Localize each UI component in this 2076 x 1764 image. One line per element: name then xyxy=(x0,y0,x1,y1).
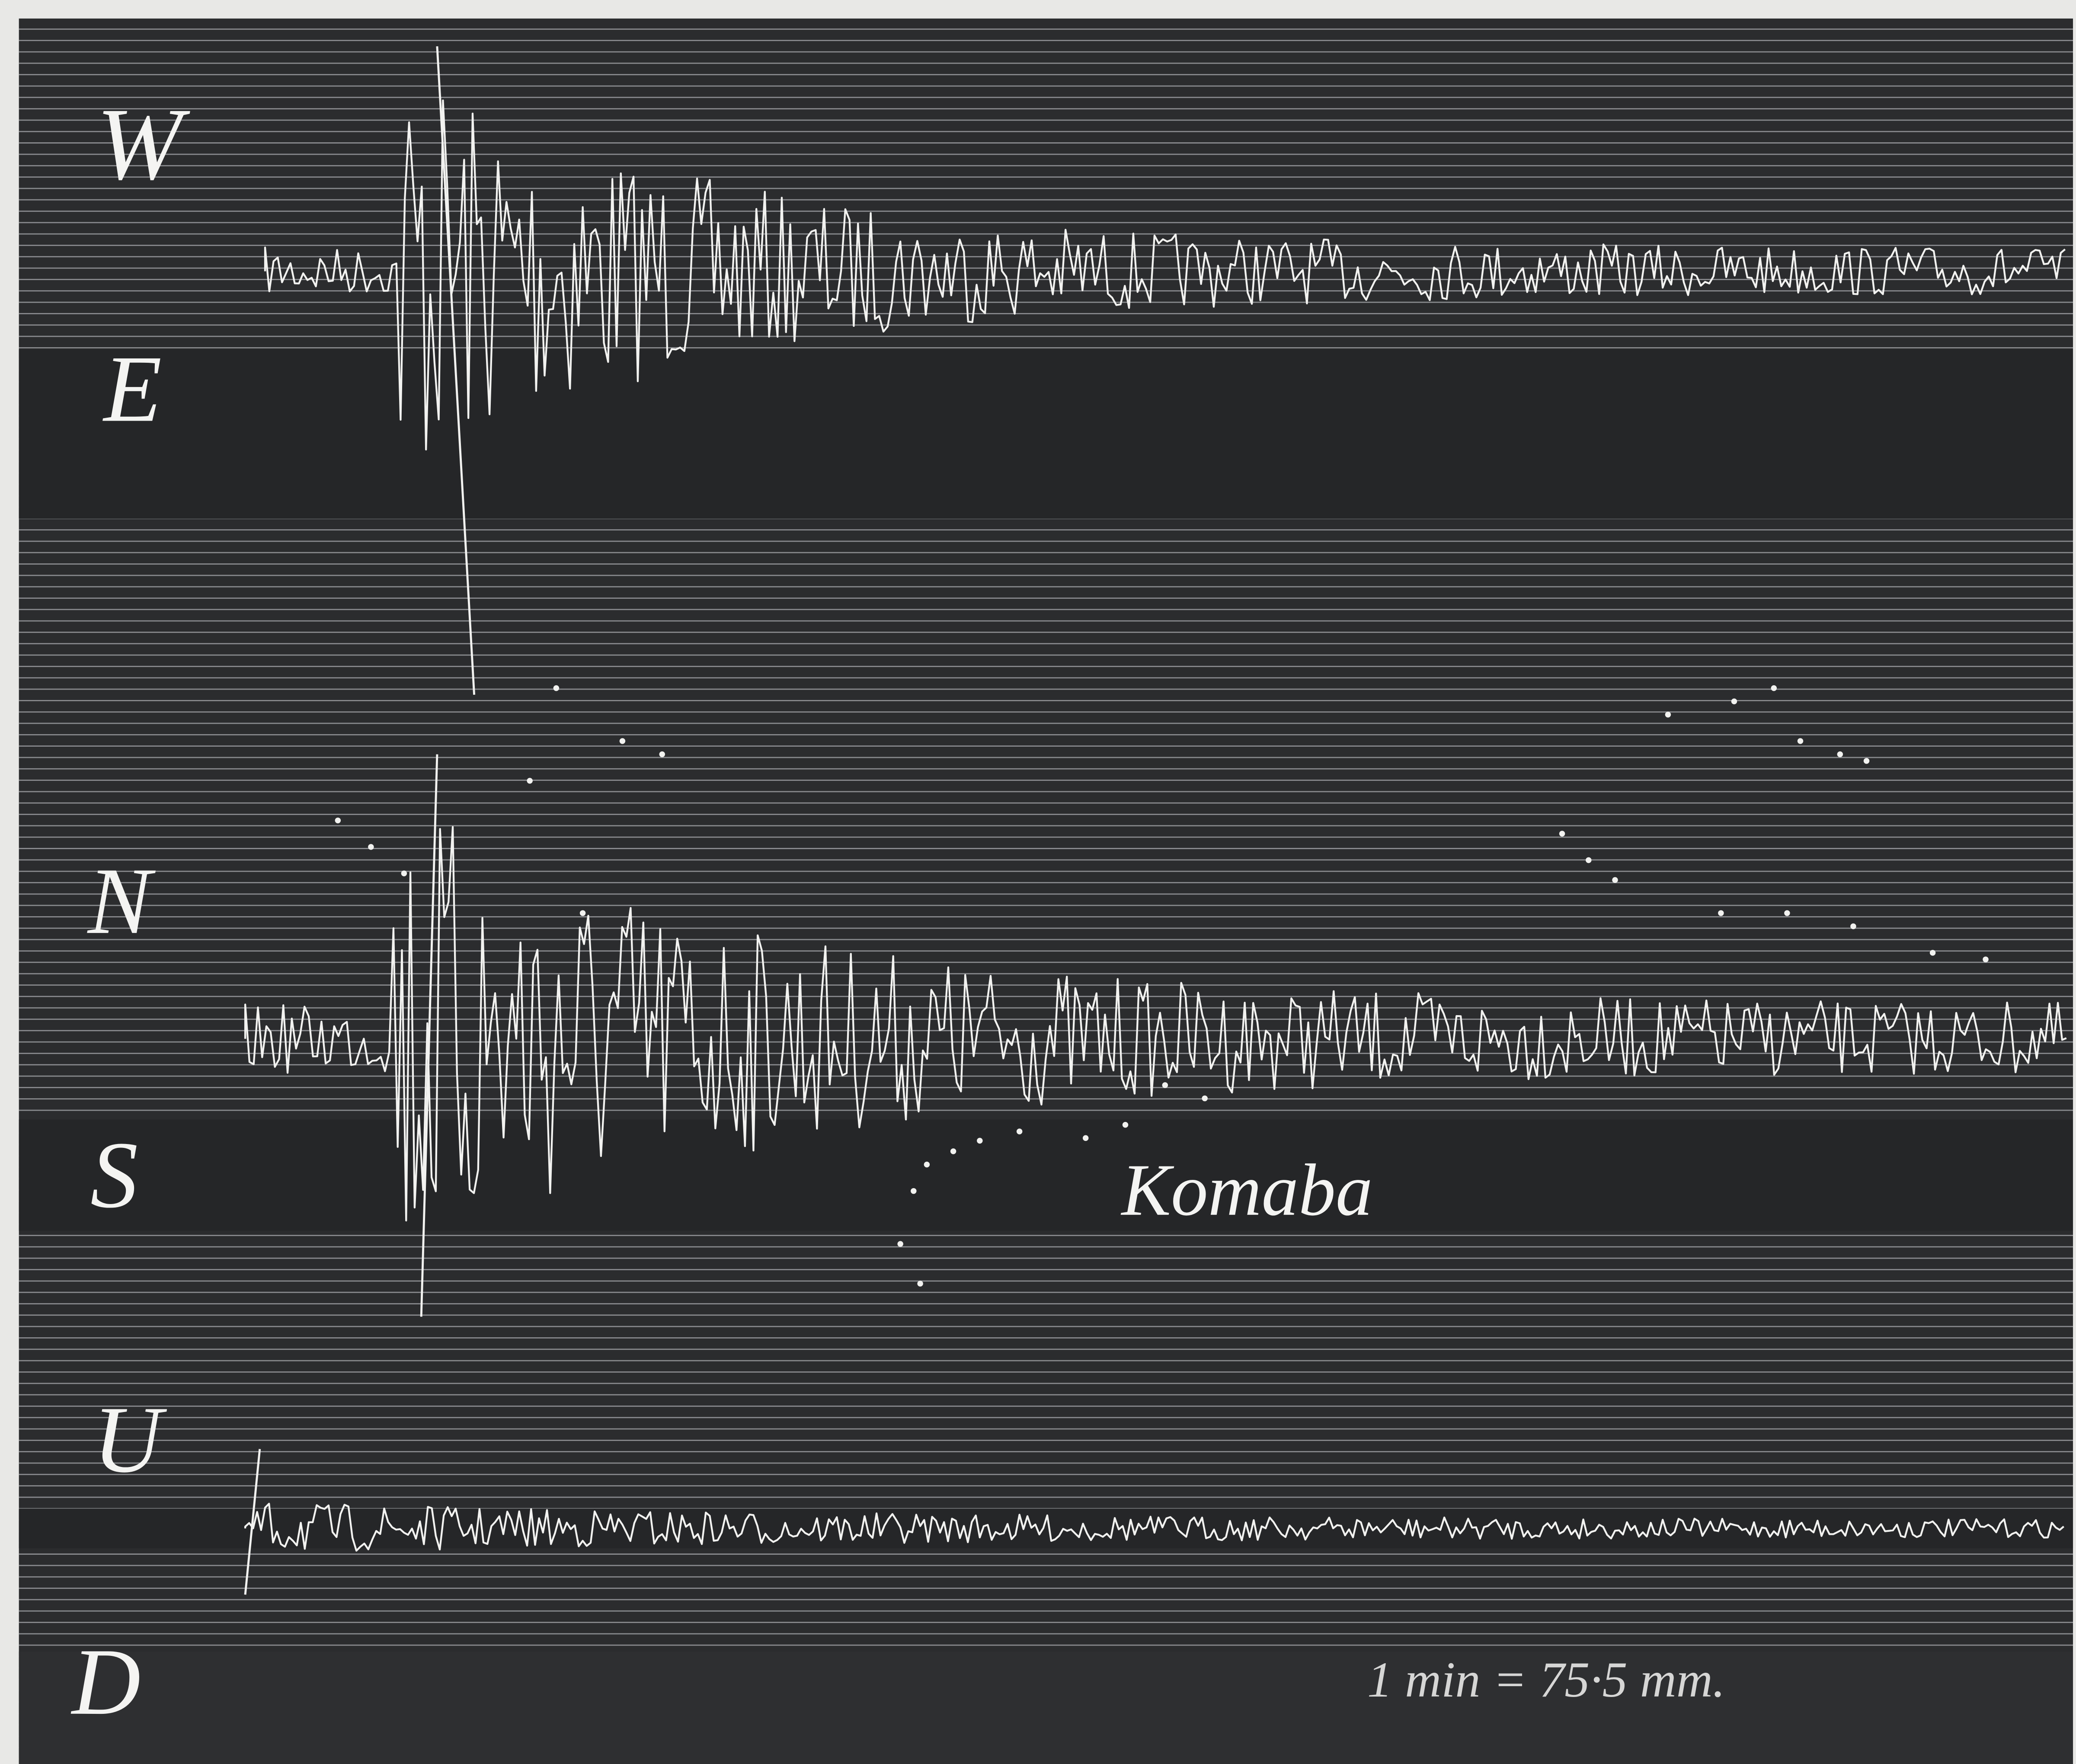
time-mark-dot xyxy=(897,1241,903,1247)
time-mark-dot xyxy=(1718,910,1724,916)
time-mark-dot xyxy=(401,870,407,876)
time-mark-dot xyxy=(1929,950,1936,956)
time-mark-dot xyxy=(619,738,626,744)
time-mark-dot xyxy=(659,751,665,757)
component-label: E xyxy=(102,336,162,441)
dark-band xyxy=(19,1508,2073,1549)
time-mark-dot xyxy=(1850,923,1856,930)
smoked-plate xyxy=(19,18,2073,1764)
time-mark-dot xyxy=(1559,831,1565,837)
time-mark-dot xyxy=(1837,751,1843,757)
time-mark-dot xyxy=(1665,712,1671,718)
time-mark-dot xyxy=(1586,857,1592,863)
time-mark-dot xyxy=(911,1188,917,1194)
time-mark-dot xyxy=(950,1148,956,1154)
time-mark-dot xyxy=(917,1281,923,1287)
time-mark-dot xyxy=(1612,877,1618,883)
onset-spike xyxy=(436,46,476,695)
onset-spike xyxy=(420,754,438,1317)
time-mark-dot xyxy=(1797,738,1804,744)
time-mark-dot xyxy=(368,844,374,850)
traces xyxy=(244,46,2067,1595)
time-mark-dot xyxy=(1122,1122,1129,1128)
component-label: S xyxy=(90,1122,138,1227)
onset-spike xyxy=(244,1449,261,1595)
dark-band xyxy=(19,1651,2073,1764)
seismic-trace xyxy=(244,1502,2064,1552)
station-name: Komaba xyxy=(1120,1149,1373,1231)
dark-band xyxy=(19,1119,2073,1231)
time-mark-dot xyxy=(977,1138,983,1144)
time-mark-dot xyxy=(527,778,533,784)
time-mark-dot xyxy=(924,1161,930,1168)
time-mark-dot xyxy=(1162,1082,1168,1088)
component-label: N xyxy=(87,848,156,954)
time-mark-dot xyxy=(1202,1095,1208,1102)
seismic-trace xyxy=(244,826,2067,1222)
time-mark-dot xyxy=(1082,1135,1089,1141)
time-scale: 1 min = 75·5 mm. xyxy=(1367,1652,1725,1708)
time-mark-dot xyxy=(1731,698,1737,704)
time-mark-dot xyxy=(1863,758,1870,764)
time-mark-dot xyxy=(1016,1128,1023,1134)
seismic-trace xyxy=(264,99,2066,451)
time-mark-dot xyxy=(1983,956,1989,962)
time-mark-dot xyxy=(335,817,341,824)
component-label: W xyxy=(96,86,190,201)
component-label: D xyxy=(70,1629,141,1735)
time-mark-dot xyxy=(1784,910,1790,916)
time-mark-dot xyxy=(1771,685,1777,691)
time-mark-dot xyxy=(579,910,586,916)
component-label: U xyxy=(93,1387,167,1492)
dark-band xyxy=(19,349,2073,519)
time-mark-dot xyxy=(553,685,560,691)
